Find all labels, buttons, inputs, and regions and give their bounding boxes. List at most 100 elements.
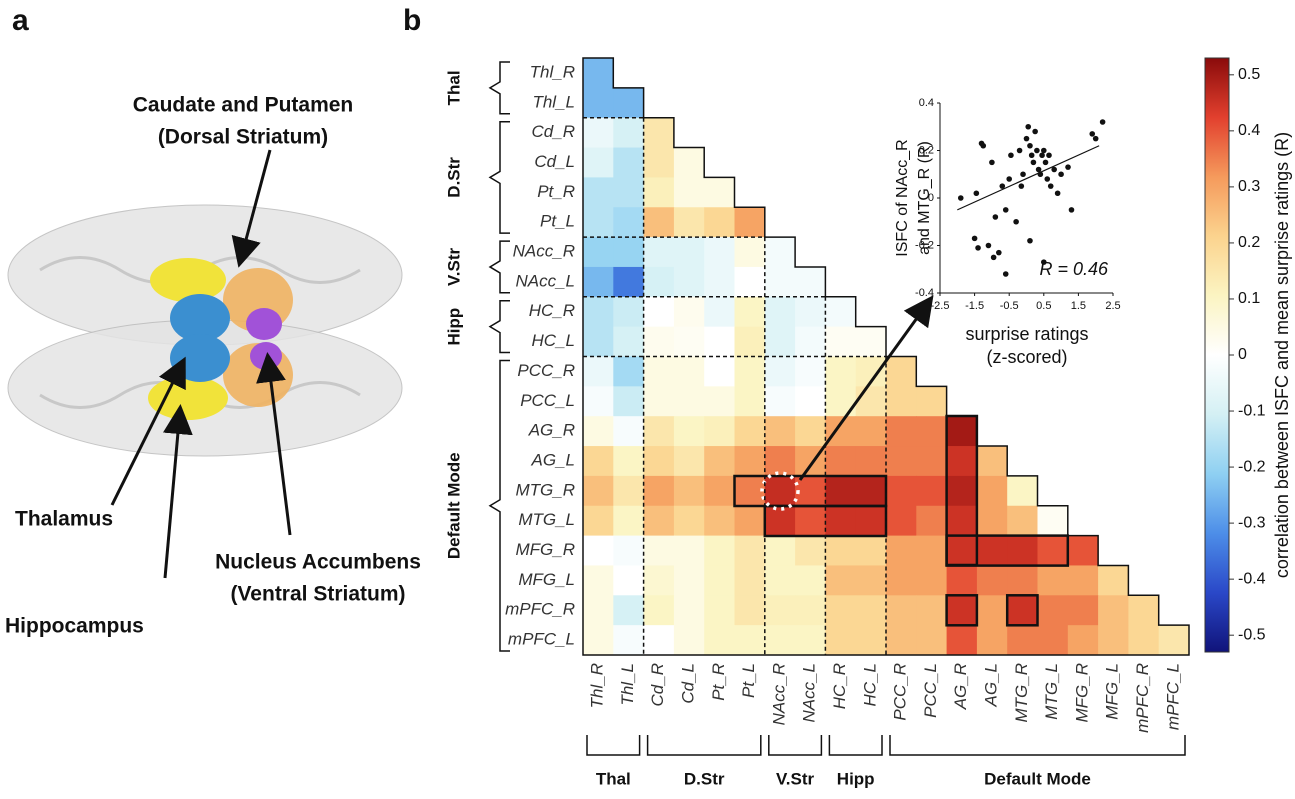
heatmap-cell [916, 475, 948, 507]
heatmap-cell [704, 565, 735, 596]
heatmap-cell [734, 356, 766, 387]
column-label: Pt_L [739, 663, 758, 698]
brain-illustration [7, 149, 403, 579]
heatmap-cell [855, 595, 887, 626]
heatmap-cell [673, 296, 705, 328]
x-axis-label: surprise ratings [965, 324, 1088, 344]
row-label: PCC_R [517, 361, 575, 380]
group-label: Hipp [444, 308, 463, 346]
heatmap-cell [916, 565, 948, 596]
heatmap-cell [886, 416, 917, 447]
heatmap-cell [764, 535, 796, 566]
heatmap-cell [946, 625, 978, 656]
scatter-point [980, 142, 987, 149]
scatter-point [1027, 237, 1033, 244]
scatter-point [1027, 142, 1033, 149]
heatmap-cell [764, 237, 796, 268]
group-label: Default Mode [444, 452, 463, 559]
scatter-point [1058, 171, 1064, 178]
heatmap-cell [734, 296, 766, 328]
heatmap-cell [613, 446, 645, 477]
heatmap-cell [704, 505, 735, 537]
heatmap-cell [946, 565, 978, 596]
column-label: MFG_R [1072, 663, 1091, 723]
heatmap-cell [764, 446, 796, 477]
heatmap-cell [704, 535, 735, 566]
heatmap-cell [704, 475, 735, 507]
heatmap-cell [704, 356, 735, 387]
heatmap-cell [734, 565, 766, 596]
heatmap-cell [946, 505, 978, 537]
heatmap-cell [734, 595, 766, 626]
heatmap-cell [795, 326, 826, 357]
heatmap-cell [1067, 625, 1099, 656]
heatmap-cell [613, 625, 645, 656]
colorbar-tick-label: -0.1 [1238, 402, 1266, 419]
x-axis-label: (z-scored) [986, 347, 1067, 367]
row-label: Pt_R [537, 182, 575, 201]
scatter-point [1041, 259, 1047, 265]
heatmap-cell [1067, 595, 1099, 626]
column-label: NAcc_R [769, 663, 788, 725]
heatmap-cell [704, 266, 735, 298]
row-label: AG_R [528, 421, 575, 440]
heatmap-cell [855, 565, 887, 596]
colorbar-tick-label: 0.3 [1238, 178, 1260, 195]
row-label: AG_L [531, 450, 575, 469]
scatter-point [1032, 128, 1038, 135]
group-bracket [586, 735, 641, 756]
heatmap-cell [795, 296, 826, 328]
heatmap-cell [795, 625, 826, 656]
heatmap-cell [764, 296, 796, 328]
heatmap-cell [976, 625, 1008, 656]
heatmap-cell [795, 565, 826, 596]
heatmap-cell [1098, 625, 1129, 656]
heatmap-cell [673, 266, 705, 298]
group-bracket [488, 300, 510, 354]
heatmap-cell [855, 535, 887, 566]
heatmap-cell [1037, 625, 1069, 656]
heatmap-cell [855, 326, 887, 357]
row-label: NAcc_L [515, 271, 575, 290]
heatmap-cell [704, 416, 735, 447]
heatmap-cell [583, 326, 614, 357]
heatmap-cell [643, 117, 675, 149]
heatmap-cell [916, 386, 948, 417]
column-label: Cd_R [648, 663, 667, 706]
heatmap-cell [825, 595, 857, 626]
heatmap-cell [976, 565, 1008, 596]
column-label: PCC_L [921, 663, 940, 718]
heatmap-cell [916, 595, 948, 626]
scatter-point [1025, 123, 1032, 130]
arrow [798, 295, 934, 481]
heatmap-border [582, 57, 1190, 656]
heatmap-cell [704, 326, 735, 357]
column-label: Pt_R [709, 663, 728, 701]
heatmap-cell [855, 386, 887, 417]
heatmap-cell [764, 565, 796, 596]
heatmap-cell [673, 386, 705, 417]
heatmap-cell [734, 416, 766, 447]
y-axis-label: and MTG_R (R) [916, 141, 933, 255]
heatmap-cell [886, 595, 917, 626]
column-label: AG_L [982, 663, 1001, 707]
scatter-point [1034, 147, 1040, 154]
heatmap-cell [643, 296, 675, 328]
row-label: MFG_R [516, 540, 576, 559]
x-tick-label: -1.5 [965, 300, 984, 312]
heatmap-cell [825, 356, 857, 387]
heatmap-cell [825, 296, 857, 328]
group-bracket [488, 359, 510, 652]
heatmap-cell [673, 446, 705, 477]
column-label: HC_R [830, 663, 849, 709]
y-tick-label: 0.4 [919, 97, 934, 109]
group-label: Hipp [837, 769, 875, 788]
group-label: D.Str [444, 157, 463, 198]
heatmap-cell [825, 386, 857, 417]
heatmap-cell [1067, 535, 1099, 566]
row-label: Pt_L [540, 212, 575, 231]
scatter-point [1018, 183, 1025, 189]
heatmap-cell [825, 326, 857, 357]
heatmap-cell [855, 475, 887, 507]
